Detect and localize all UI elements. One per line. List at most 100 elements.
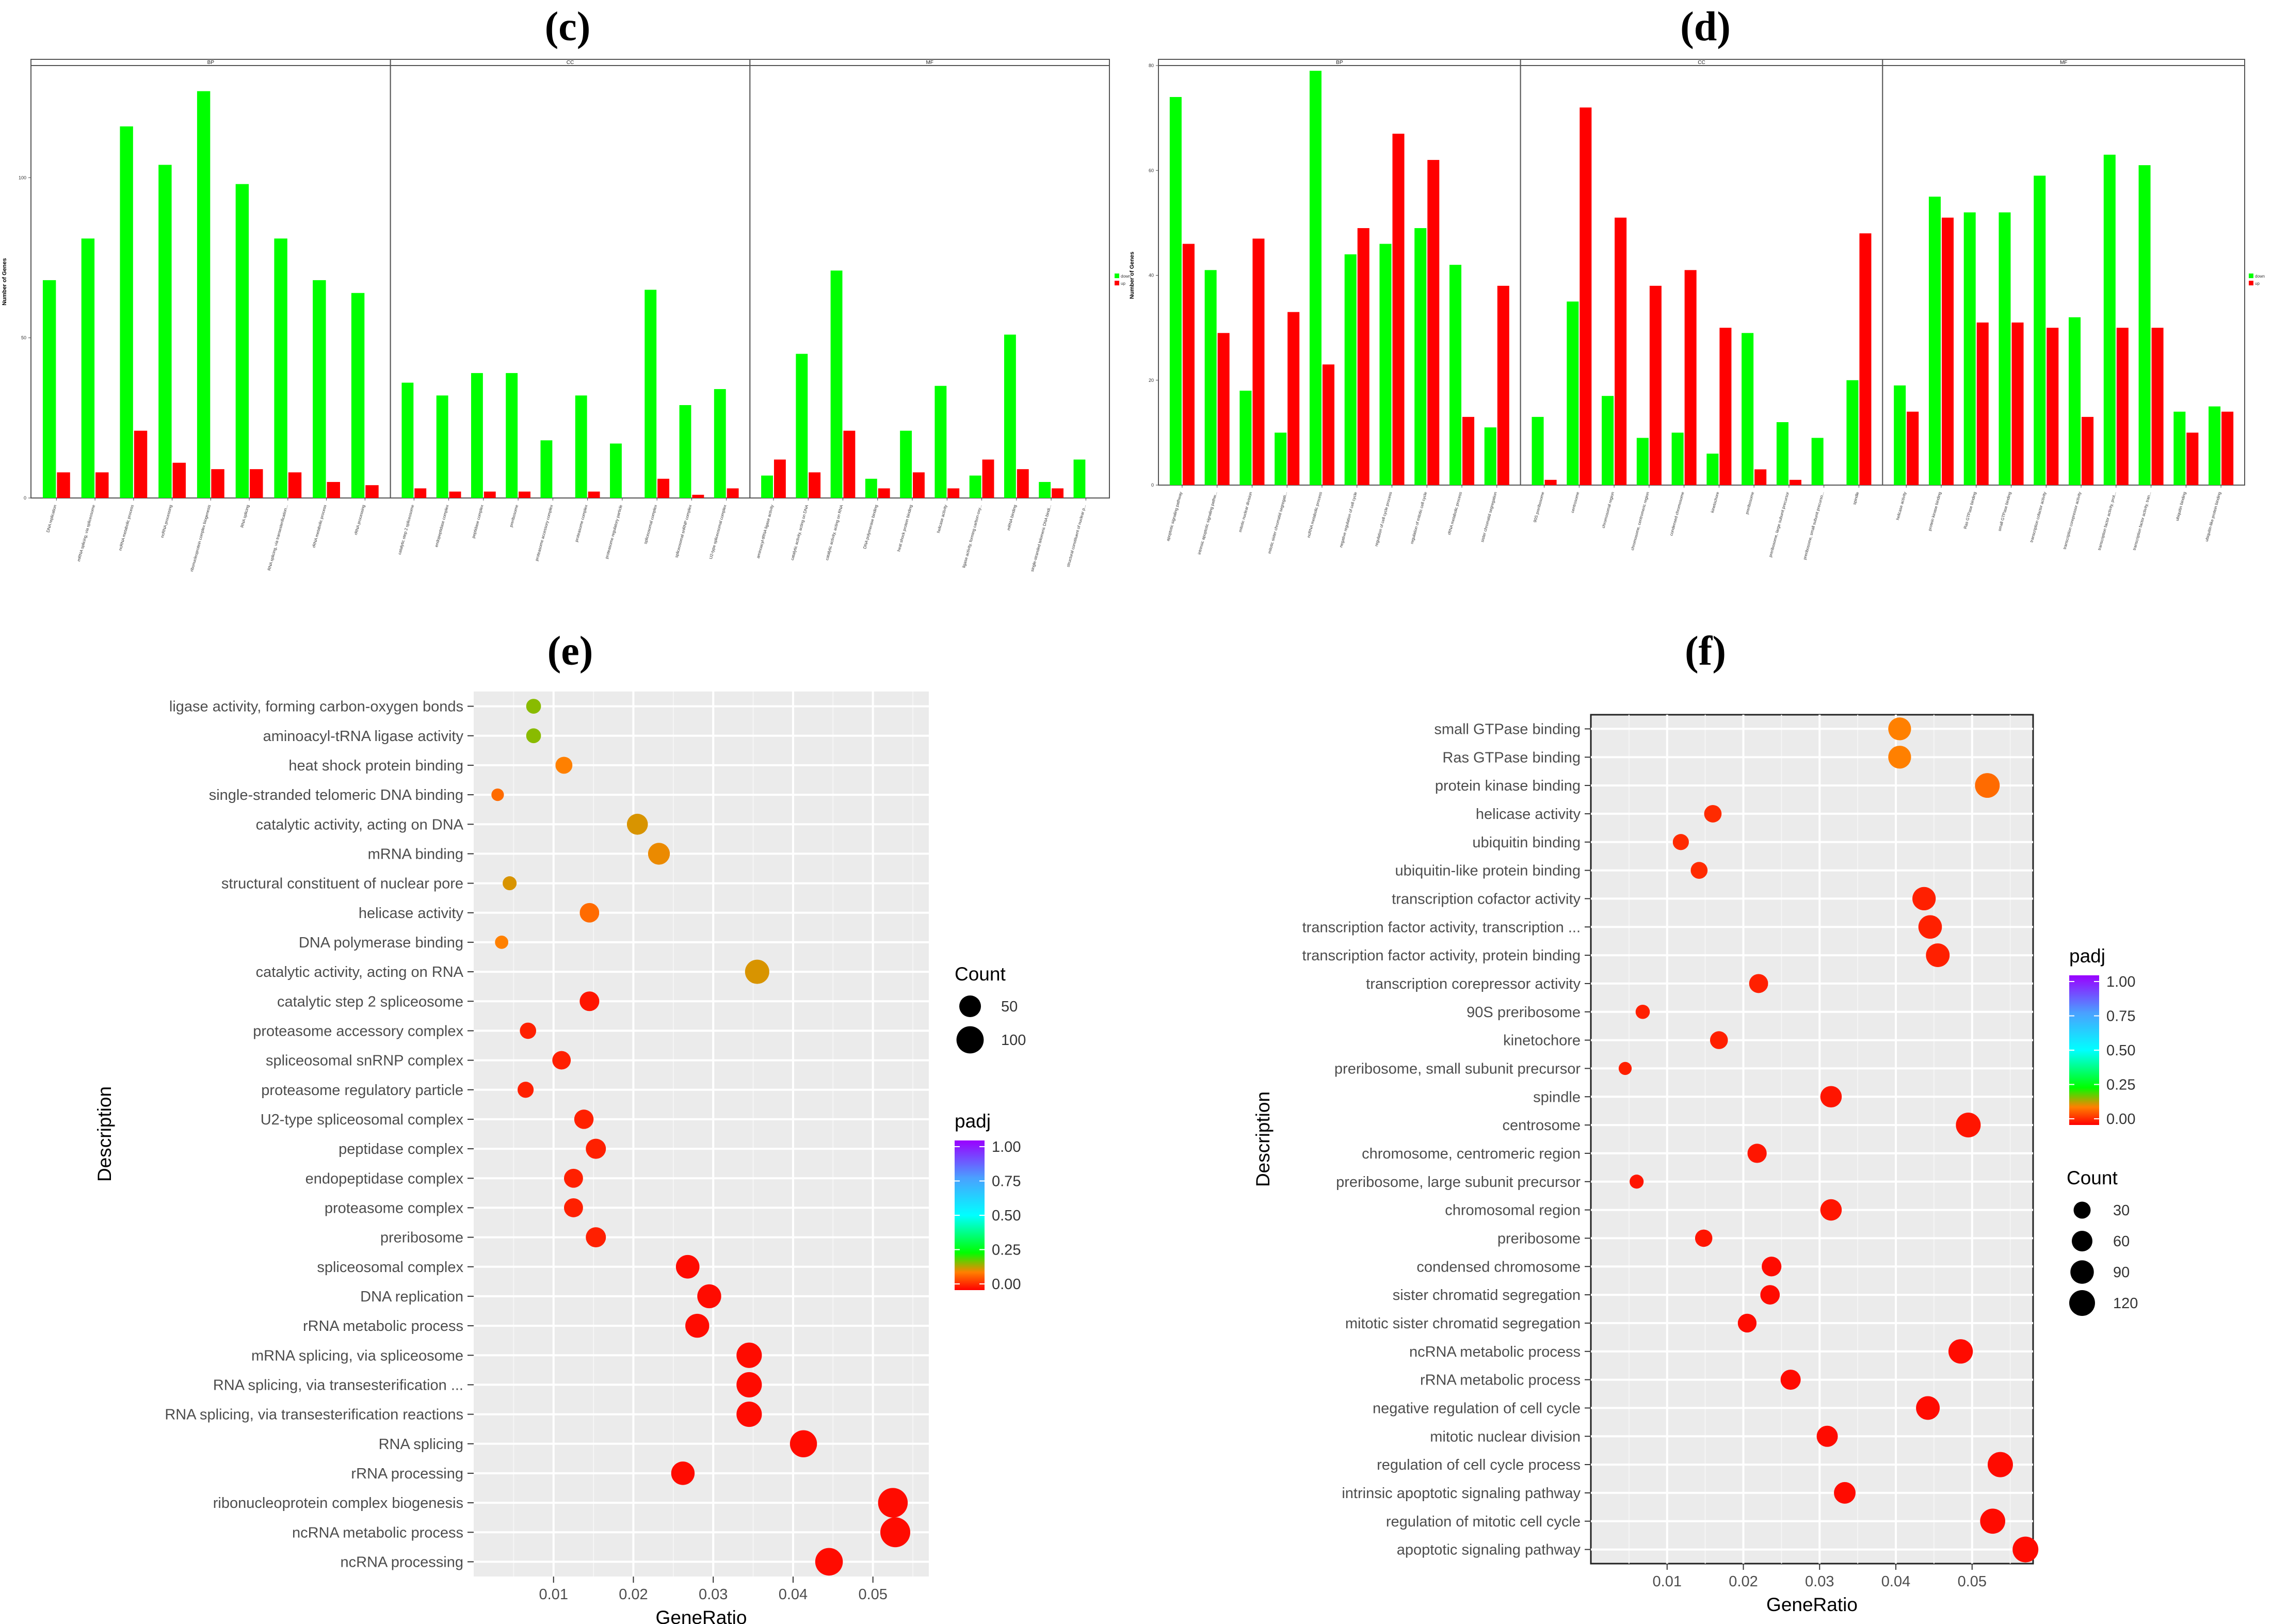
bar-down — [969, 475, 981, 498]
x-tick-label: ribonucleoprotein complex biogenesis — [189, 504, 212, 572]
count-legend-title: Count — [955, 963, 1006, 985]
dot-mrna-binding — [648, 843, 670, 865]
padj-tick-label: 1.00 — [992, 1139, 1021, 1155]
padj-tick-label: 0.00 — [992, 1276, 1021, 1293]
dot-apoptotic-signaling-pathway — [2012, 1536, 2039, 1563]
bar-down — [714, 389, 726, 498]
facet-title: BP — [1336, 60, 1343, 66]
x-tick-label: spindle — [1852, 491, 1860, 505]
y-category-label: catalytic activity, acting on DNA — [256, 816, 464, 833]
y-category-label: mitotic nuclear division — [1430, 1428, 1581, 1445]
dot-plot-e: ligase activity, forming carbon-oxygen b… — [94, 692, 1026, 1624]
padj-tick-label: 1.00 — [2106, 974, 2135, 990]
dot-ribonucleoprotein-complex-biogenesis — [878, 1488, 908, 1518]
x-tick-label: ncRNA processing — [160, 504, 173, 538]
y-axis-title: Number of Genes — [2, 258, 8, 305]
bar-up — [449, 491, 461, 498]
y-category-label: single-stranded telomeric DNA binding — [209, 787, 463, 803]
count-legend-label: 60 — [2113, 1233, 2130, 1250]
y-category-label: endopeptidase complex — [305, 1170, 464, 1187]
dot-dna-polymerase-binding — [495, 936, 509, 949]
x-tick-label: catalytic activity, acting on DNA — [790, 504, 810, 561]
bar-down — [1742, 333, 1754, 485]
legend-label: up — [1121, 281, 1125, 286]
x-tick-label: RNA splicing, via transesterification... — [267, 504, 289, 571]
bar-up — [809, 472, 821, 498]
bar-up — [2151, 328, 2164, 485]
y-axis-title: Description — [1252, 1091, 1274, 1187]
y-tick-label: 0 — [24, 495, 26, 501]
x-tick-label: preribosome — [509, 504, 519, 528]
y-category-label: RNA splicing — [379, 1436, 463, 1453]
legend-swatch-down — [2249, 274, 2253, 278]
count-legend-label: 50 — [1001, 999, 1018, 1015]
x-tick-label: chromosome, centromeric region — [1630, 491, 1650, 551]
x-tick-label: transcription corepressor activity — [2062, 491, 2082, 550]
dot-mrna-splicing-via-spliceosome — [736, 1342, 762, 1368]
x-tick-label: intrinsic apoptotic signaling pathw... — [1197, 491, 1218, 555]
dot-plot-f: small GTPase binding Ras GTPase binding pr… — [1252, 714, 2138, 1615]
y-category-label: spliceosomal complex — [317, 1259, 463, 1276]
bar-down — [1169, 97, 1182, 486]
legend: down up — [2249, 274, 2265, 286]
legend-swatch-down — [1115, 274, 1119, 278]
x-tick-label: spliceosomal snRNP complex — [674, 504, 692, 558]
dot-transcription-factor-activity-protein-binding — [1926, 943, 1950, 968]
x-tick-label: DNA polymerase binding — [862, 504, 878, 549]
x-tick-label: rRNA metabolic process — [1447, 491, 1463, 535]
y-category-label: rRNA metabolic process — [303, 1318, 463, 1334]
legend-swatch-up — [1115, 281, 1119, 285]
padj-legend-title: padj — [955, 1111, 991, 1132]
dot-condensed-chromosome — [1762, 1257, 1782, 1277]
x-tick-label: small GTPase binding — [1997, 491, 2012, 532]
bar-down — [575, 395, 587, 498]
x-tick-label: apoptotic signaling pathway — [1166, 491, 1183, 541]
y-category-label: proteasome regulatory particle — [261, 1082, 463, 1099]
panel-label-c: (c) — [545, 4, 591, 50]
bar-down — [274, 238, 287, 498]
x-tick-label: transcription cofactor activity — [2029, 491, 2047, 543]
dot-90s-preribosome — [1635, 1004, 1650, 1019]
dot-ncrna-processing — [815, 1548, 843, 1576]
dot-proteasome-accessory-complex — [520, 1022, 537, 1039]
y-category-label: Ras GTPase binding — [1442, 749, 1581, 766]
dot-ras-gtpase-binding — [1888, 746, 1911, 769]
y-category-label: spindle — [1533, 1089, 1581, 1105]
bar-down — [1073, 459, 1086, 498]
bar-up — [657, 478, 670, 498]
count-legend-title: Count — [2067, 1167, 2118, 1188]
y-category-label: centrosome — [1502, 1117, 1581, 1134]
y-category-label: preribosome, small subunit precursor — [1334, 1060, 1581, 1077]
x-tick-label: proteasome accessory complex — [534, 504, 554, 561]
count-legend-label: 30 — [2113, 1202, 2130, 1219]
x-tick-label: preribosome, large subunit precursor — [1768, 491, 1790, 558]
x-tick-label: rRNA processing — [353, 504, 366, 535]
facet-title: MF — [2060, 60, 2067, 66]
y-category-label: protein kinase binding — [1435, 778, 1581, 794]
padj-tick-label: 0.25 — [2106, 1077, 2135, 1094]
y-tick-label: 80 — [1149, 63, 1154, 68]
x-tick-label: regulation of cell cycle process — [1374, 491, 1393, 547]
x-tick-label: 90S preribosome — [1533, 491, 1545, 523]
legend: down up — [1115, 274, 1131, 286]
x-tick-label: single-stranded telomeric DNA bindi... — [1030, 504, 1052, 572]
bar-down — [1928, 197, 1941, 485]
x-tick-label: catalytic activity, acting on RNA — [825, 504, 844, 561]
bar-down — [1706, 454, 1719, 485]
count-legend-label: 100 — [1001, 1032, 1026, 1049]
x-tick-label: 0.01 — [1653, 1573, 1682, 1590]
facet-panel — [749, 65, 1110, 499]
dot-ubiquitin-binding — [1672, 834, 1689, 850]
y-category-label: U2-type spliceosomal complex — [261, 1112, 464, 1128]
bar-up — [2011, 322, 2024, 485]
dot-structural-constituent-of-nuclear-pore — [503, 876, 517, 891]
bar-up — [414, 488, 427, 498]
bar-down — [1344, 254, 1357, 485]
x-tick-label: structural constituent of nuclear p... — [1066, 504, 1087, 568]
x-tick-label: U2-type spliceosomal complex — [708, 504, 728, 559]
dot-u2-type-spliceosomal-complex — [574, 1110, 594, 1129]
y-category-label: transcription cofactor activity — [1392, 891, 1581, 907]
bar-up — [2082, 416, 2094, 485]
dot-rna-splicing — [789, 1430, 817, 1457]
